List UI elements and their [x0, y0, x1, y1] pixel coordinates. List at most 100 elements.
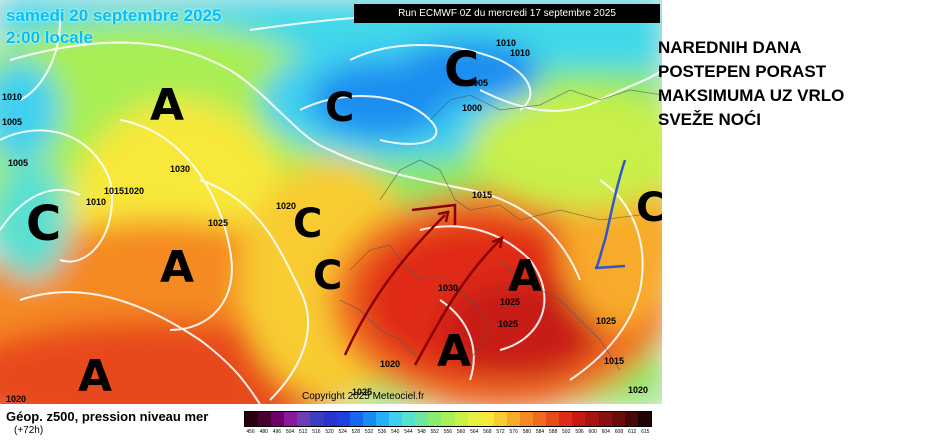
isobar-label: 1020: [628, 385, 649, 395]
scale-swatch: [245, 412, 259, 426]
scale-swatch: [310, 412, 324, 426]
scale-tick-label: 596: [575, 429, 584, 435]
copyright-text: Copyright 2025 Meteociel.fr: [302, 391, 425, 402]
scale-tick-label: 480: [259, 429, 268, 435]
scale-swatch: [624, 412, 638, 426]
run-info: Run ECMWF 0Z du mercredi 17 septembre 20…: [354, 4, 660, 23]
low-pressure-label: C: [313, 253, 343, 299]
annotation-line: MAKSIMUMA UZ VRLO: [658, 86, 845, 105]
high-pressure-label: A: [437, 326, 472, 377]
scale-tick-label: 524: [338, 429, 347, 435]
scale-swatch: [428, 412, 442, 426]
scale-tick-label: 456: [246, 429, 255, 435]
isobar-label: 1030: [438, 283, 459, 293]
scale-tick-label: 560: [456, 429, 466, 435]
scale-swatch: [441, 412, 455, 426]
scale-tick-label: 584: [535, 429, 545, 435]
weather-map: samedi 20 septembre 2025 2:00 locale Run…: [0, 0, 662, 404]
red-arrow-icon: [343, 203, 504, 366]
low-pressure-label: C: [636, 185, 662, 231]
scale-swatch: [533, 412, 547, 426]
isobar-label: 1025: [500, 297, 521, 307]
scale-swatch: [375, 412, 390, 426]
scale-tick-label: 588: [549, 429, 558, 435]
scale-tick-label: 528: [351, 429, 360, 435]
scale-tick-label: 496: [272, 429, 282, 435]
low-pressure-label: C: [444, 42, 480, 98]
scale-tick-label: 572: [496, 429, 505, 435]
scale-tick-label: 564: [470, 429, 479, 435]
scale-tick-label: 600: [588, 429, 597, 435]
scale-swatch: [323, 412, 337, 426]
isobar-label: 1030: [170, 164, 191, 174]
scale-swatch: [454, 412, 468, 426]
scale-swatch: [467, 412, 481, 426]
scale-swatch: [506, 412, 520, 426]
scale-tick-label: 608: [614, 429, 624, 435]
blue-front-icon: [594, 159, 627, 270]
isobar-label: 1025: [596, 316, 617, 326]
isobar-label: 1005: [2, 117, 23, 127]
legend-title: Géop. z500, pression niveau mer: [6, 409, 209, 424]
annotation-line: NAREDNIH DANA: [658, 38, 802, 57]
isobar-label: 1010: [510, 48, 531, 58]
scale-tick-label: 520: [325, 429, 334, 435]
annotation-line: SVEŽE NOĆI: [658, 110, 761, 129]
scale-swatch: [336, 412, 350, 426]
high-pressure-label: A: [150, 80, 185, 131]
scale-swatch: [258, 412, 272, 426]
scale-tick-label: 576: [509, 429, 518, 435]
scale-swatch: [598, 412, 612, 426]
scale-tick-label: 536: [377, 429, 387, 435]
isobar-label: 1025: [208, 218, 229, 228]
scale-swatch: [362, 412, 376, 426]
scale-swatch: [585, 412, 599, 426]
isobar-label: 1000: [462, 103, 483, 113]
high-pressure-label: A: [160, 242, 195, 293]
low-pressure-label: C: [325, 85, 355, 131]
scale-tick-label: 516: [312, 429, 321, 435]
scale-swatch: [480, 412, 494, 426]
scale-swatch: [637, 412, 651, 426]
isobar-label: 1020: [380, 359, 401, 369]
scale-tick-label: 604: [601, 429, 610, 435]
high-pressure-label: A: [508, 251, 543, 302]
forecast-step: (+72h): [14, 425, 44, 436]
scale-swatch: [572, 412, 586, 426]
scale-tick-label: 615: [641, 429, 650, 435]
scale-tick-label: 512: [299, 429, 308, 435]
low-pressure-label: C: [293, 201, 323, 247]
scale-swatch: [493, 412, 507, 426]
scale-tick-label: 612: [627, 429, 637, 435]
scale-tick-label: 552: [430, 429, 439, 435]
scale-tick-label: 568: [483, 429, 492, 435]
scale-tick-label: 580: [522, 429, 532, 435]
scale-swatch: [389, 412, 403, 426]
isobar-label: 1020: [276, 201, 297, 211]
color-scale: [244, 411, 652, 427]
isobar-label: 1025: [352, 387, 373, 397]
scale-swatch: [297, 412, 311, 426]
scale-swatch: [546, 412, 560, 426]
map-local-time: 2:00 locale: [6, 28, 93, 47]
isobar-label: 1015: [104, 186, 125, 196]
low-pressure-label: C: [26, 196, 62, 252]
scale-tick-label: 592: [562, 429, 571, 435]
scale-swatch: [271, 412, 285, 426]
color-scale-labels: 456 480 496 504 512 516 520 524 528 532 536 540 544 5…: [244, 429, 652, 439]
scale-tick-label: 544: [404, 429, 413, 435]
scale-swatch: [402, 412, 416, 426]
isobar-label: 1015: [604, 356, 625, 366]
scale-swatch: [519, 412, 534, 426]
scale-tick-label: 540: [391, 429, 400, 435]
isobar-label: 1020: [6, 394, 27, 404]
isobar-label: 1010: [2, 92, 23, 102]
scale-tick-label: 556: [443, 429, 453, 435]
isobar-label: 1005: [468, 78, 489, 88]
scale-swatch: [611, 412, 625, 426]
isobar-label: 1010: [86, 197, 107, 207]
annotation-line: POSTEPEN PORAST: [658, 62, 827, 81]
annotation-text: NAREDNIH DANA POSTEPEN PORAST MAKSIMUMA …: [658, 36, 940, 132]
isobar-label: 1015: [472, 190, 493, 200]
scale-tick-label: 504: [285, 429, 295, 435]
